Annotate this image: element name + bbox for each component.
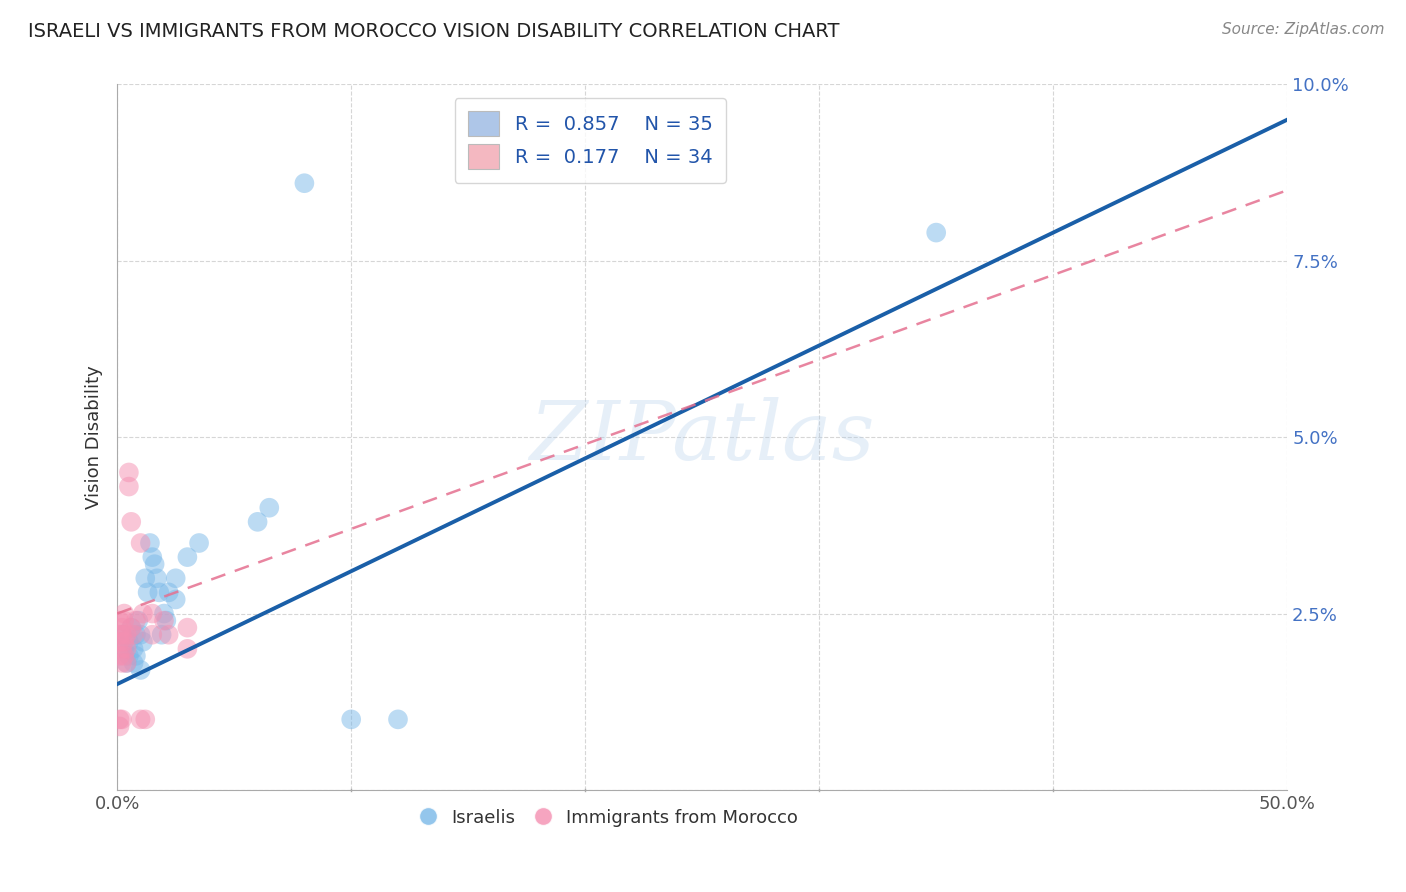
Point	[125, 628, 148, 642]
Point	[141, 550, 163, 565]
Point	[143, 557, 166, 571]
Point	[125, 614, 148, 628]
Point	[129, 536, 152, 550]
Point	[108, 634, 131, 648]
Point	[112, 634, 135, 648]
Point	[112, 641, 135, 656]
Point	[129, 663, 152, 677]
Legend: Israelis, Immigrants from Morocco: Israelis, Immigrants from Morocco	[412, 801, 806, 834]
Point	[120, 515, 142, 529]
Point	[292, 176, 315, 190]
Point	[118, 466, 141, 480]
Text: ISRAELI VS IMMIGRANTS FROM MOROCCO VISION DISABILITY CORRELATION CHART: ISRAELI VS IMMIGRANTS FROM MOROCCO VISIO…	[28, 22, 839, 41]
Point	[108, 648, 131, 663]
Point	[111, 641, 134, 656]
Point	[108, 614, 131, 628]
Point	[111, 712, 134, 726]
Point	[153, 614, 176, 628]
Point	[112, 614, 135, 628]
Point	[112, 607, 135, 621]
Point	[127, 614, 149, 628]
Point	[129, 628, 152, 642]
Point	[111, 628, 134, 642]
Point	[148, 585, 170, 599]
Point	[118, 634, 141, 648]
Point	[134, 571, 156, 585]
Point	[146, 571, 169, 585]
Point	[125, 648, 148, 663]
Point	[122, 641, 145, 656]
Point	[157, 585, 180, 599]
Point	[141, 628, 163, 642]
Point	[176, 621, 198, 635]
Point	[108, 719, 131, 733]
Text: ZIPatlas: ZIPatlas	[530, 397, 875, 477]
Point	[111, 621, 134, 635]
Point	[246, 515, 269, 529]
Point	[150, 628, 173, 642]
Point	[118, 648, 141, 663]
Point	[139, 536, 162, 550]
Point	[340, 712, 363, 726]
Point	[136, 585, 159, 599]
Point	[120, 621, 142, 635]
Point	[925, 226, 948, 240]
Point	[115, 628, 138, 642]
Point	[259, 500, 281, 515]
Point	[108, 628, 131, 642]
Point	[115, 656, 138, 670]
Text: Source: ZipAtlas.com: Source: ZipAtlas.com	[1222, 22, 1385, 37]
Point	[112, 648, 135, 663]
Point	[132, 607, 155, 621]
Y-axis label: Vision Disability: Vision Disability	[86, 366, 103, 509]
Point	[115, 641, 138, 656]
Point	[176, 550, 198, 565]
Point	[141, 607, 163, 621]
Point	[165, 592, 187, 607]
Point	[118, 479, 141, 493]
Point	[165, 571, 187, 585]
Point	[155, 614, 177, 628]
Point	[176, 641, 198, 656]
Point	[111, 656, 134, 670]
Point	[132, 634, 155, 648]
Point	[108, 712, 131, 726]
Point	[134, 712, 156, 726]
Point	[157, 628, 180, 642]
Point	[115, 656, 138, 670]
Point	[129, 712, 152, 726]
Point	[153, 607, 176, 621]
Point	[111, 628, 134, 642]
Point	[122, 656, 145, 670]
Point	[120, 621, 142, 635]
Point	[188, 536, 211, 550]
Point	[387, 712, 409, 726]
Point	[122, 628, 145, 642]
